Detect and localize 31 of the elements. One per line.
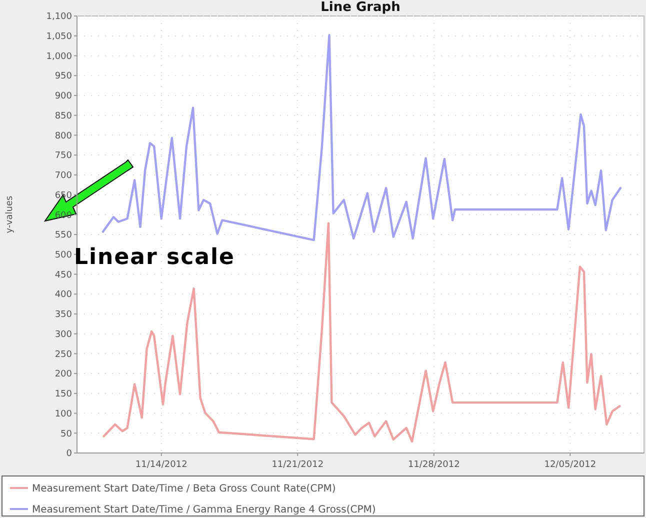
y-tick-label: 750 <box>54 151 72 162</box>
y-tick-label: 1,000 <box>46 52 72 62</box>
line-series <box>102 34 622 242</box>
legend-label: Measurement Start Date/Time / Beta Gross Count Rate(CPM) <box>32 484 336 494</box>
y-tick-label: 300 <box>54 330 72 340</box>
y-tick-label: 950 <box>54 72 72 82</box>
y-tick-label: 900 <box>54 92 72 102</box>
annotation: Linear scale <box>74 245 235 270</box>
y-tick-label: 400 <box>54 290 72 300</box>
y-axis-title: y-values <box>5 195 15 234</box>
y-tick-label: 450 <box>54 270 72 280</box>
y-tick-label: 100 <box>54 409 72 420</box>
chart-title: Line Graph <box>320 0 400 15</box>
y-tick-label: 350 <box>54 310 72 320</box>
x-tick-label: 11/21/2012 <box>272 460 324 470</box>
y-tick-label: 150 <box>54 390 72 400</box>
y-tick-label: 50 <box>60 429 72 440</box>
y-tick-label: 0 <box>66 449 72 460</box>
y-tick-label: 250 <box>54 350 72 360</box>
y-tick-label: 500 <box>54 250 72 261</box>
x-tick-label: 11/28/2012 <box>408 460 460 470</box>
y-tick-label: 700 <box>54 171 72 182</box>
x-tick-label: 11/14/2012 <box>135 460 188 470</box>
x-tick-label: 12/05/2012 <box>544 460 596 470</box>
y-tick-label: 1,050 <box>46 32 72 42</box>
y-tick-label: 800 <box>54 131 72 142</box>
y-tick-label: 850 <box>54 111 72 122</box>
legend-label: Measurement Start Date/Time / Gamma Energy Range 4 Gross(CPM) <box>32 504 376 516</box>
y-tick-label: 1,100 <box>46 12 72 22</box>
y-tick-label: 550 <box>54 230 72 241</box>
y-tick-label: 200 <box>54 370 72 380</box>
